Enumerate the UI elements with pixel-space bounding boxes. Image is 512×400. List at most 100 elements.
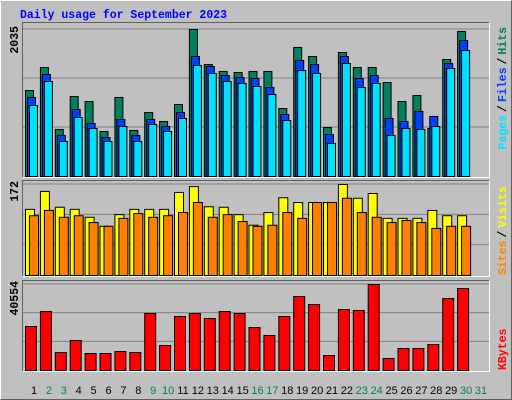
bar — [461, 50, 471, 177]
panel-edge — [22, 280, 490, 372]
bar — [323, 355, 335, 372]
bar — [39, 310, 52, 371]
bar — [282, 120, 292, 177]
bar — [397, 348, 410, 371]
bar — [352, 310, 365, 371]
bar — [237, 82, 247, 177]
panel-edge — [22, 22, 490, 178]
bar — [88, 222, 99, 276]
x-tick-label: 27 — [415, 385, 427, 397]
x-tick-label: 25 — [385, 385, 397, 397]
bar — [222, 81, 232, 177]
bar — [73, 116, 83, 177]
bar — [118, 217, 129, 276]
legend-entry: Pages — [497, 115, 510, 150]
bar — [341, 197, 352, 276]
bar — [88, 128, 98, 178]
legend-entry: Hits — [497, 27, 510, 55]
bar — [367, 284, 380, 371]
legend: KBytes — [497, 328, 510, 370]
bar — [431, 227, 442, 277]
x-tick-label: 11 — [177, 385, 188, 397]
bar — [371, 216, 382, 276]
bar — [54, 352, 67, 371]
bar — [133, 213, 144, 276]
legend-entry: KBytes — [497, 328, 510, 370]
bar — [118, 126, 128, 178]
bar — [73, 215, 84, 277]
bar — [84, 352, 97, 371]
bar — [252, 85, 262, 177]
bar — [163, 130, 173, 178]
bar — [457, 287, 470, 372]
bar — [178, 212, 188, 276]
bar — [431, 126, 441, 178]
panel-edge — [22, 180, 490, 277]
bar — [312, 72, 322, 177]
x-tick-label: 23 — [356, 385, 368, 397]
bar — [356, 212, 367, 276]
bar — [297, 70, 307, 177]
bar — [446, 225, 457, 276]
bar — [327, 142, 336, 177]
legend: Sites / Visits — [497, 186, 510, 275]
x-tick-label: 10 — [162, 385, 174, 397]
legend-separator: / — [497, 105, 510, 112]
y-tick-label: 172 — [9, 181, 22, 202]
x-tick-label: 29 — [445, 385, 457, 397]
bar — [148, 216, 159, 276]
bar — [233, 312, 246, 371]
x-tick-label: 19 — [296, 385, 308, 397]
bar — [188, 312, 201, 371]
bar — [442, 298, 455, 371]
bar — [267, 224, 278, 276]
x-tick-label: 21 — [326, 385, 338, 397]
bar — [192, 201, 203, 276]
bar — [29, 215, 39, 277]
panel-edge — [22, 280, 490, 372]
x-tick-label: 12 — [192, 385, 204, 397]
chart-title: Daily usage for September 2023 — [20, 9, 227, 22]
bar — [29, 104, 38, 177]
x-tick-label: 20 — [311, 385, 323, 397]
bar — [293, 296, 306, 371]
x-tick-label: 24 — [371, 385, 383, 397]
bar — [412, 348, 425, 371]
panel-edge — [22, 22, 490, 178]
legend-separator: / — [497, 230, 510, 237]
legend-separator: / — [497, 58, 510, 65]
x-tick-label: 15 — [236, 385, 248, 397]
bar — [371, 82, 381, 177]
legend-entry: Files — [497, 67, 510, 102]
x-tick-label: 22 — [341, 385, 353, 397]
bar — [252, 225, 263, 276]
bar — [114, 350, 127, 372]
y-tick-label: 40554 — [9, 281, 22, 316]
bar — [297, 217, 308, 276]
bar — [427, 343, 440, 371]
bar — [337, 309, 350, 371]
bar — [58, 216, 69, 276]
bar — [144, 312, 157, 371]
x-tick-label: 1 — [31, 385, 37, 397]
bar — [401, 128, 411, 178]
bar — [263, 334, 276, 372]
bar — [416, 128, 426, 177]
bar — [446, 68, 456, 177]
bar — [163, 215, 174, 277]
bar — [129, 352, 142, 371]
legend: Pages / Files / Hits — [497, 27, 510, 150]
x-tick-label: 28 — [430, 385, 442, 397]
bar — [248, 327, 261, 371]
bar — [382, 357, 395, 371]
bar — [237, 221, 248, 276]
bar — [133, 140, 143, 178]
bar — [461, 225, 472, 276]
bar — [356, 87, 366, 177]
x-tick-label: 26 — [400, 385, 412, 397]
bar — [203, 318, 216, 372]
bar — [267, 94, 277, 177]
x-tick-label: 2 — [46, 385, 52, 397]
